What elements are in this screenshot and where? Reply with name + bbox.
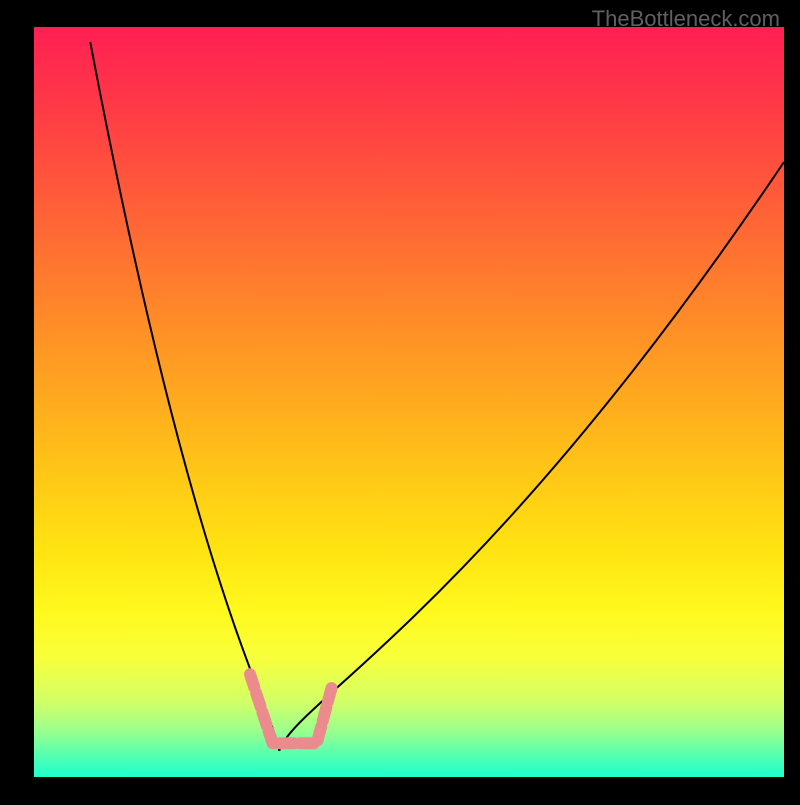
bottleneck-chart [0,0,800,800]
chart-svg [0,0,800,800]
watermark-text: TheBottleneck.com [592,6,780,32]
